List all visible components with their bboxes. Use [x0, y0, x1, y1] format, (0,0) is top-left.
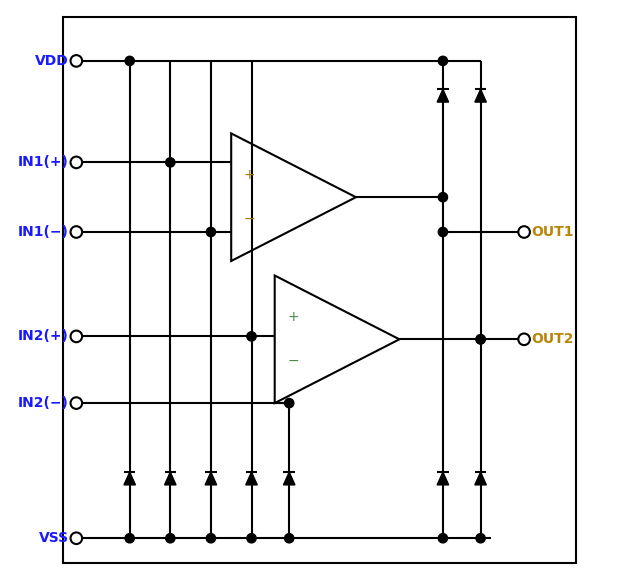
- Text: IN2(+): IN2(+): [18, 329, 69, 343]
- Polygon shape: [124, 472, 136, 485]
- Text: +: +: [287, 310, 299, 324]
- Polygon shape: [205, 472, 217, 485]
- Circle shape: [71, 331, 82, 342]
- Polygon shape: [165, 472, 176, 485]
- Circle shape: [206, 534, 215, 543]
- Circle shape: [285, 398, 294, 408]
- Circle shape: [438, 56, 448, 66]
- Circle shape: [166, 534, 175, 543]
- Circle shape: [247, 332, 256, 341]
- Polygon shape: [437, 472, 449, 485]
- Text: VSS: VSS: [38, 531, 69, 545]
- Text: IN1(−): IN1(−): [18, 225, 69, 239]
- Circle shape: [285, 534, 294, 543]
- Text: +: +: [244, 168, 256, 182]
- Circle shape: [71, 532, 82, 544]
- Circle shape: [438, 227, 448, 237]
- Text: OUT2: OUT2: [532, 332, 574, 346]
- Text: −: −: [287, 354, 299, 368]
- Polygon shape: [437, 89, 449, 102]
- Circle shape: [247, 534, 256, 543]
- Circle shape: [438, 193, 448, 202]
- Polygon shape: [475, 89, 487, 102]
- Text: −: −: [244, 212, 256, 226]
- Polygon shape: [475, 472, 487, 485]
- Text: IN2(−): IN2(−): [18, 396, 69, 410]
- Circle shape: [125, 56, 134, 66]
- Text: VDD: VDD: [35, 54, 69, 68]
- Polygon shape: [246, 472, 258, 485]
- Circle shape: [476, 335, 485, 344]
- Circle shape: [206, 227, 215, 237]
- Circle shape: [476, 534, 485, 543]
- Circle shape: [476, 335, 485, 344]
- Circle shape: [71, 55, 82, 67]
- Circle shape: [71, 157, 82, 168]
- Bar: [63, 17, 576, 563]
- Circle shape: [518, 334, 530, 345]
- Circle shape: [71, 226, 82, 238]
- Circle shape: [125, 534, 134, 543]
- Polygon shape: [284, 472, 295, 485]
- Text: OUT1: OUT1: [532, 225, 574, 239]
- Circle shape: [71, 397, 82, 409]
- Circle shape: [166, 158, 175, 167]
- Text: IN1(+): IN1(+): [18, 155, 69, 169]
- Circle shape: [518, 226, 530, 238]
- Circle shape: [438, 534, 448, 543]
